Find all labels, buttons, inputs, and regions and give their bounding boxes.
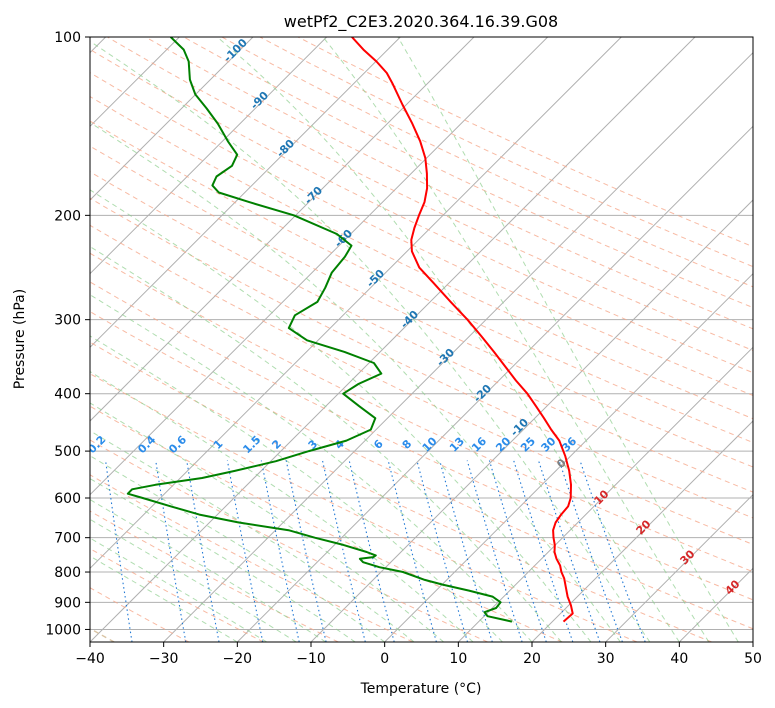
moist-adiabat-line	[90, 40, 651, 642]
isotherm-line	[605, 493, 753, 642]
moist-adiabat-line	[397, 37, 739, 642]
moist-adiabat-line	[216, 37, 680, 642]
mixing-ratio-line	[488, 460, 547, 642]
y-axis-label: Pressure (hPa)	[12, 289, 28, 389]
dry-adiabat-line	[145, 37, 753, 330]
moist-adiabat-line	[90, 335, 503, 642]
moist-adiabat-line	[90, 498, 326, 642]
x-tick-label: −30	[149, 651, 179, 667]
mixing-ratio-line	[558, 460, 623, 642]
dry-adiabat-line	[90, 373, 638, 642]
isotherm-line	[163, 51, 753, 642]
moist-adiabats	[90, 37, 739, 642]
y-tick-label: 200	[54, 208, 81, 224]
mixing-ratio-line	[155, 460, 187, 642]
dry-adiabat-line	[90, 510, 339, 642]
isotherm-line	[90, 37, 622, 570]
mixing-ratio-line	[226, 460, 264, 642]
moist-adiabat-line	[322, 37, 710, 642]
y-tick-label: 600	[54, 491, 81, 507]
dry-adiabat-line	[107, 37, 753, 352]
y-tick-label: 900	[54, 595, 81, 611]
isotherm-line	[384, 272, 753, 642]
isobar-grid	[90, 37, 753, 630]
dry-adiabats	[90, 37, 753, 642]
moist-adiabat-line	[90, 189, 592, 642]
isotherm-line	[531, 420, 753, 642]
isotherm-line	[90, 37, 254, 201]
x-tick-label: 50	[744, 651, 762, 667]
mixing-ratio-line	[416, 460, 469, 642]
y-tick-label: 700	[54, 531, 81, 547]
dry-adiabat-line	[90, 171, 753, 493]
dry-adiabat-line	[259, 37, 753, 268]
y-tick-label: 300	[54, 313, 81, 329]
y-tick-label: 500	[54, 444, 81, 460]
mixing-ratio-lines	[105, 460, 646, 642]
y-tick-label: 400	[54, 387, 81, 403]
x-tick-label: −40	[75, 651, 105, 667]
isotherm-line	[90, 37, 401, 349]
x-axis-label: Temperature (°C)	[360, 681, 482, 697]
isotherm-line	[457, 346, 753, 642]
mixing-ratio-line	[439, 460, 493, 642]
moist-adiabat-line	[90, 402, 444, 642]
plot-area: -100-90-80-70-60-50-40-30-20-10010203040…	[90, 37, 753, 642]
dry-adiabat-line	[221, 37, 753, 288]
y-tick-label: 100	[54, 30, 81, 46]
profile-series	[126, 37, 574, 623]
dry-adiabat-line	[90, 95, 753, 420]
x-tick-label: 20	[523, 651, 541, 667]
x-tick-label: 30	[597, 651, 615, 667]
x-tick-label: 40	[670, 651, 688, 667]
mixing-ratio-line	[537, 460, 601, 642]
chart-title: wetPf2_C2E3.2020.364.16.39.G08	[284, 12, 558, 32]
dewpoint-profile-line	[126, 37, 513, 623]
y-tick-label: 800	[54, 565, 81, 581]
x-axis-ticks: −40 −30 −20 −10 0 10 20 30 40 50	[75, 642, 762, 667]
moist-adiabat-line	[90, 371, 474, 642]
y-axis-ticks: 100 200 300 400 500 600 700 800 900 1000	[45, 30, 90, 638]
x-tick-label: −10	[296, 651, 326, 667]
mixing-ratio-line	[186, 460, 220, 642]
x-tick-label: 10	[449, 651, 467, 667]
dry-adiabat-line	[90, 48, 753, 374]
isotherm-line	[90, 37, 696, 642]
dry-adiabat-line	[90, 72, 753, 396]
dry-adiabat-line	[90, 145, 753, 468]
isotherm-line	[90, 37, 475, 422]
axes-frame	[89, 36, 754, 643]
moist-adiabat-line	[90, 518, 297, 642]
x-tick-label: 0	[380, 651, 389, 667]
skewed-isotherms	[90, 37, 753, 642]
isotherm-line	[236, 125, 753, 642]
x-tick-label: −20	[223, 651, 253, 667]
isotherm-line	[90, 37, 549, 496]
dry-adiabat-line	[90, 197, 753, 519]
y-tick-label: 1000	[45, 622, 81, 638]
moist-adiabat-line	[90, 478, 356, 642]
moist-adiabat-line	[90, 121, 621, 642]
mixing-ratio-line	[513, 460, 574, 642]
dry-adiabat-line	[90, 341, 712, 642]
moist-adiabat-line	[90, 294, 533, 642]
moist-adiabat-line	[90, 245, 562, 642]
temperature-profile-line	[351, 37, 574, 623]
dry-adiabat-line	[90, 311, 753, 630]
mixing-ratio-line	[579, 460, 646, 642]
mixing-ratio-line	[466, 460, 523, 642]
dry-adiabat-line	[90, 474, 414, 642]
